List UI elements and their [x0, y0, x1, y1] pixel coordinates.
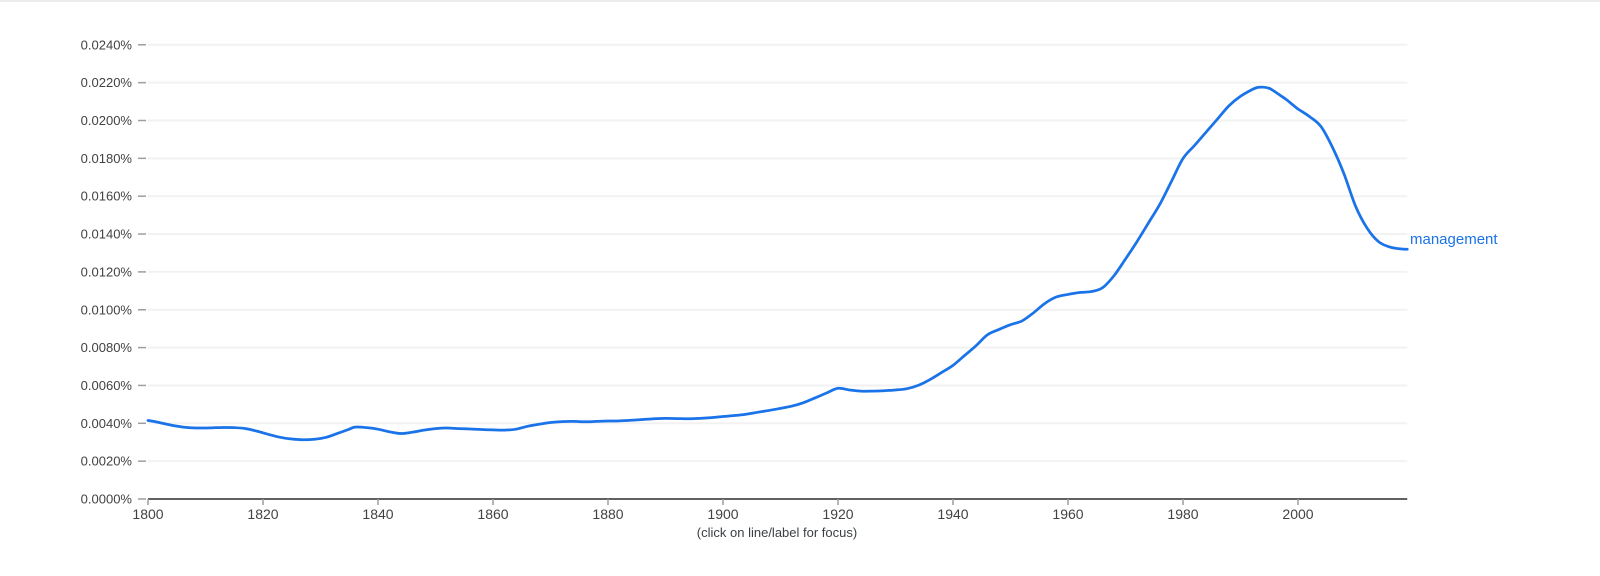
y-tick-label: 0.0000%: [81, 492, 133, 507]
x-tick-label: 1960: [1052, 506, 1083, 522]
y-tick-label: 0.0200%: [81, 113, 133, 128]
series-label-management[interactable]: management: [1410, 231, 1498, 248]
y-tick-label: 0.0160%: [81, 189, 133, 204]
y-tick-label: 0.0120%: [81, 264, 133, 279]
x-tick-label: 1800: [132, 506, 163, 522]
y-tick-label: 0.0180%: [81, 151, 133, 166]
x-tick-label: 1980: [1167, 506, 1198, 522]
y-tick-label: 0.0020%: [81, 454, 133, 469]
y-tick-label: 0.0240%: [81, 37, 133, 52]
x-tick-label: 2000: [1282, 506, 1313, 522]
x-tick-label: 1840: [362, 506, 393, 522]
y-tick-label: 0.0100%: [81, 302, 133, 317]
x-tick-label: 1860: [477, 506, 508, 522]
focus-hint-text: (click on line/label for focus): [696, 525, 858, 540]
x-tick-label: 1900: [707, 506, 738, 522]
x-tick-label: 1920: [822, 506, 853, 522]
x-tick-label: 1820: [247, 506, 278, 522]
y-tick-label: 0.0140%: [81, 227, 133, 242]
x-tick-label: 1940: [937, 506, 968, 522]
y-tick-label: 0.0060%: [81, 378, 133, 393]
x-tick-label: 1880: [592, 506, 623, 522]
y-tick-label: 0.0040%: [81, 416, 133, 431]
y-tick-label: 0.0080%: [81, 340, 133, 355]
series-line-management[interactable]: [146, 85, 1409, 442]
y-tick-label: 0.0220%: [81, 75, 133, 90]
